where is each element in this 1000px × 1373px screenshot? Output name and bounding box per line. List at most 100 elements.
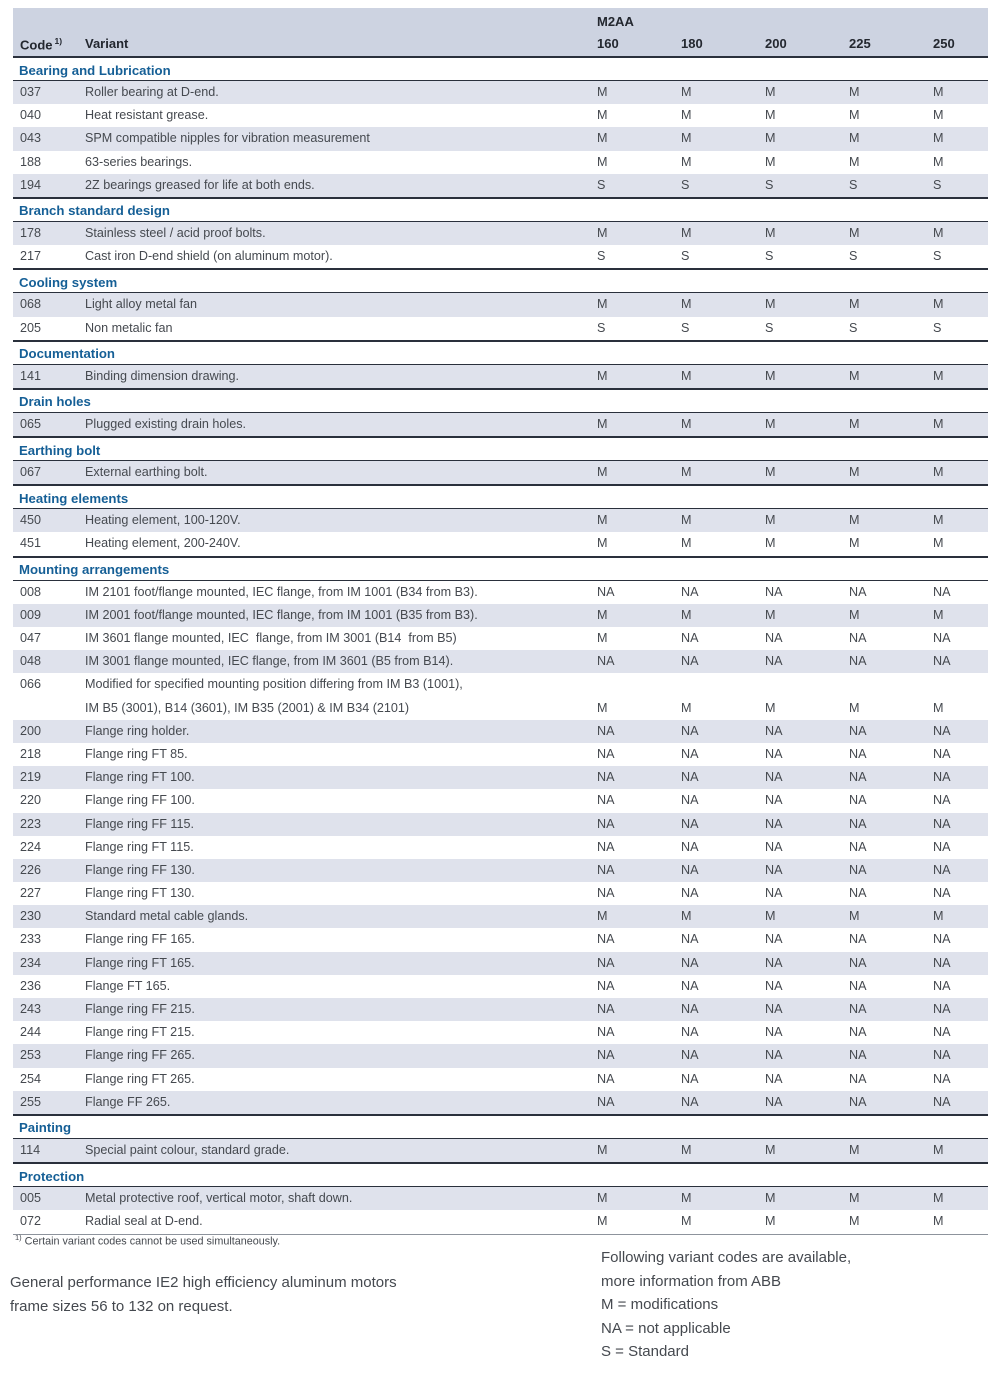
value-cell-180: M xyxy=(681,368,692,383)
variant-cell: Non metalic fan xyxy=(85,320,173,335)
code-cell: 255 xyxy=(20,1094,42,1109)
variant-cell: Light alloy metal fan xyxy=(85,297,198,312)
table-row: 255 Flange FF 265. NA NA NA NA NA xyxy=(13,1090,988,1114)
variant-cell: Flange ring FF 130. xyxy=(85,862,195,877)
value-cell-160: S xyxy=(597,320,606,335)
table-row: 040 Heat resistant grease. M M M M M xyxy=(13,104,988,127)
code-cell: 194 xyxy=(20,177,42,192)
section-title: Painting xyxy=(13,1116,988,1139)
variant-cell: SPM compatible nipples for vibration mea… xyxy=(85,131,370,146)
code-cell: 254 xyxy=(20,1071,42,1086)
value-cell-250: NA xyxy=(933,955,951,970)
code-cell: 065 xyxy=(20,416,42,431)
section-title: Branch standard design xyxy=(13,199,988,222)
variant-cell: Flange ring FF 215. xyxy=(85,1002,195,1017)
table-row: 005 Metal protective roof, vertical motor… xyxy=(13,1187,988,1211)
value-cell-225: NA xyxy=(849,955,867,970)
value-cell-250: M xyxy=(933,416,944,431)
value-cell-250: M xyxy=(933,225,944,240)
section-title: Bearing and Lubrication xyxy=(13,58,988,81)
value-cell-225: M xyxy=(849,108,860,123)
value-cell-225: NA xyxy=(849,746,867,761)
column-header-variant: Variant xyxy=(85,35,129,51)
table-row: 243 Flange ring FF 215. NA NA NA NA NA xyxy=(13,998,988,1022)
value-cell-180: M xyxy=(681,700,692,715)
code-cell: 236 xyxy=(20,978,42,993)
value-cell-250: S xyxy=(933,320,942,335)
value-cell-200: M xyxy=(765,154,776,169)
value-cell-250: M xyxy=(933,368,944,383)
value-cell-200: M xyxy=(765,1191,776,1206)
value-cell-180: M xyxy=(681,108,692,123)
value-cell-160: M xyxy=(597,607,608,622)
variant-cell: Standard metal cable glands. xyxy=(85,909,249,924)
value-cell-250: M xyxy=(933,465,944,480)
series-label: M2AA xyxy=(597,14,634,29)
value-cell-160: M xyxy=(597,131,608,146)
value-cell-250: M xyxy=(933,131,944,146)
code-cell: 047 xyxy=(20,631,42,645)
value-cell-225: NA xyxy=(849,978,867,993)
value-cell-180: NA xyxy=(681,1048,699,1063)
code-cell: 244 xyxy=(20,1025,42,1040)
column-header-size-180: 180 xyxy=(681,35,703,51)
code-cell: 217 xyxy=(20,249,42,264)
section-bearing-and-lubrication: Bearing and Lubrication 037 Roller bearing… xyxy=(13,58,988,199)
value-cell-200: NA xyxy=(765,723,783,738)
code-cell: 227 xyxy=(20,886,42,901)
value-cell-225: M xyxy=(849,297,860,312)
value-legend: Following variant codes are available, m… xyxy=(601,1246,851,1364)
table-row: 224 Flange ring FT 115. NA NA NA NA NA xyxy=(13,836,988,859)
value-cell-200: NA xyxy=(765,886,783,901)
section-mounting-arrangements: Mounting arrangements 008 IM 2101 foot/fla… xyxy=(13,558,988,1116)
value-cell-160: S xyxy=(597,249,606,264)
code-cell: 234 xyxy=(20,955,42,970)
section-documentation: Documentation 141 Binding dimension drawin… xyxy=(13,342,988,390)
value-cell-160: M xyxy=(597,465,608,480)
value-cell-200: NA xyxy=(765,932,783,947)
value-cell-225: M xyxy=(849,909,860,924)
variant-cell: Heat resistant grease. xyxy=(85,108,209,123)
table-row: 254 Flange ring FT 265. NA NA NA NA NA xyxy=(13,1068,988,1091)
value-cell-225: M xyxy=(849,131,860,146)
code-footnote-ref: 1) xyxy=(54,35,63,46)
value-cell-200: M xyxy=(765,297,776,312)
code-cell: 450 xyxy=(20,513,42,528)
value-cell-250: NA xyxy=(933,1025,951,1040)
value-cell-180: S xyxy=(681,249,690,264)
variant-cell: Flange ring FT 115. xyxy=(85,839,194,854)
value-cell-180: M xyxy=(681,297,692,312)
value-cell-250: NA xyxy=(933,770,951,785)
variant-cell: Flange ring FT 215. xyxy=(85,1025,195,1040)
table-row: 226 Flange ring FF 130. NA NA NA NA NA xyxy=(13,858,988,883)
value-cell-180: NA xyxy=(681,1071,699,1086)
value-cell-225: M xyxy=(849,416,860,431)
value-cell-250: NA xyxy=(933,862,951,877)
value-cell-160: NA xyxy=(597,1048,615,1063)
value-cell-160: NA xyxy=(597,886,615,901)
table-row: 236 Flange FT 165. NA NA NA NA NA xyxy=(13,975,988,998)
code-cell: 141 xyxy=(20,368,42,383)
value-cell-225: NA xyxy=(849,1025,867,1040)
value-cell-180: NA xyxy=(681,746,699,761)
variant-cell: Flange ring FT 85. xyxy=(85,746,188,761)
value-cell-200: NA xyxy=(765,631,783,645)
table-row: 048 IM 3001 flange mounted, IEC flange, f… xyxy=(13,650,988,674)
variant-cell: Radial seal at D-end. xyxy=(85,1214,203,1229)
table-row: 114 Special paint colour, standard grade.… xyxy=(13,1138,988,1163)
section-title: Protection xyxy=(13,1164,988,1188)
section-cooling-system: Cooling system 068 Light alloy metal fan M M… xyxy=(13,270,988,342)
variant-cell: Roller bearing at D-end. xyxy=(85,85,219,99)
value-cell-160: NA xyxy=(597,839,615,854)
code-cell: 230 xyxy=(20,909,42,924)
value-cell-250: NA xyxy=(933,723,951,738)
value-cell-200: M xyxy=(765,108,776,123)
value-cell-225: M xyxy=(849,607,860,622)
value-cell-225: M xyxy=(849,1142,860,1157)
variant-cell: 2Z bearings greased for life at both end… xyxy=(85,177,315,192)
code-cell: 224 xyxy=(20,839,42,854)
variant-cell: IM 2101 foot/flange mounted, IEC flange,… xyxy=(85,584,478,599)
value-cell-250: NA xyxy=(933,584,951,599)
table-row: 227 Flange ring FT 130. NA NA NA NA NA xyxy=(13,882,988,905)
value-cell-200: M xyxy=(765,416,776,431)
